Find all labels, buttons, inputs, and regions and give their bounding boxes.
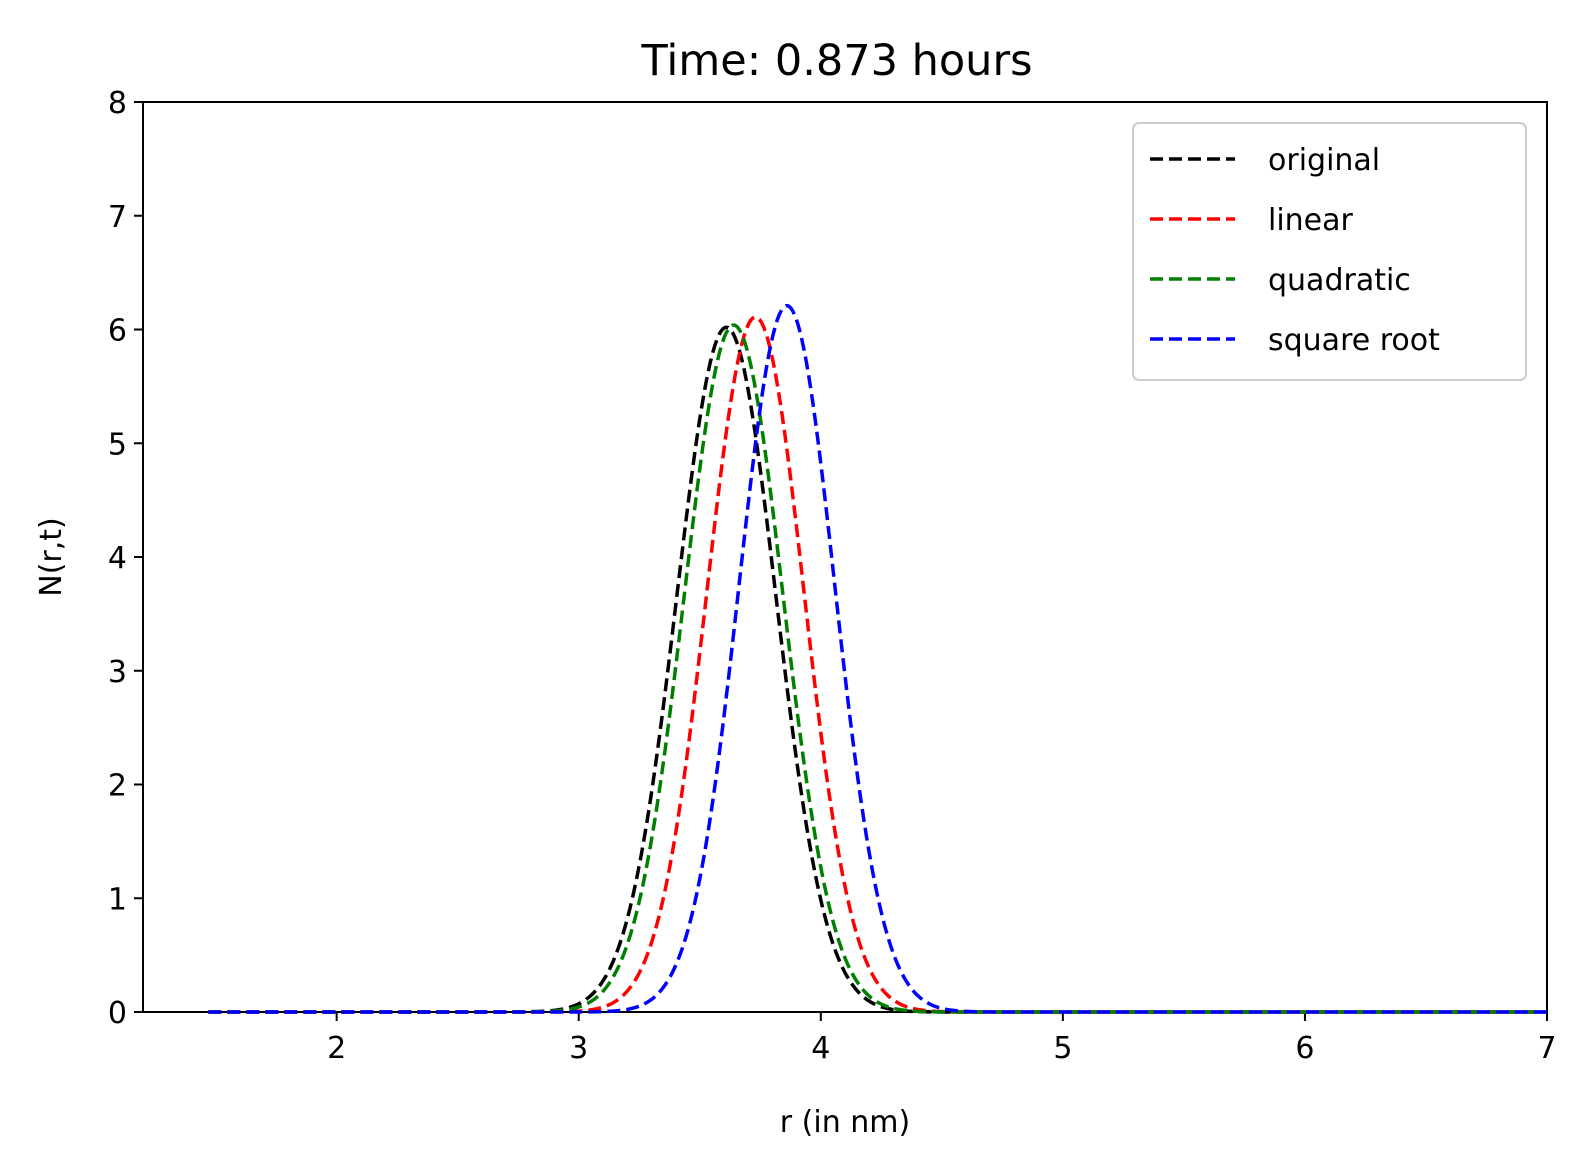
legend-label: square root xyxy=(1268,323,1440,358)
y-tick-label: 8 xyxy=(108,86,127,121)
x-ticks: 2 3 4 5 6 7 xyxy=(327,1012,1557,1066)
series-line-original xyxy=(208,325,1547,1014)
legend-box xyxy=(1132,122,1527,381)
y-tick-label: 3 xyxy=(108,655,127,690)
series-line-square-root xyxy=(208,303,1547,1014)
y-axis-label: N(r,t) xyxy=(34,517,69,596)
x-tick-label: 7 xyxy=(1537,1031,1556,1066)
series-lines xyxy=(208,303,1547,1014)
series-line-quadratic xyxy=(208,323,1547,1014)
x-tick-label: 6 xyxy=(1295,1031,1314,1066)
y-tick-label: 6 xyxy=(108,314,127,349)
legend: original linear quadratic square root xyxy=(1132,122,1527,381)
x-tick-label: 2 xyxy=(327,1031,346,1066)
y-ticks: 0 1 2 3 4 5 6 7 8 xyxy=(108,86,143,1031)
y-tick-label: 4 xyxy=(108,541,127,576)
series-line-linear xyxy=(208,315,1547,1014)
x-tick-label: 4 xyxy=(811,1031,830,1066)
chart-title: Time: 0.873 hours xyxy=(640,36,1032,86)
x-tick-label: 5 xyxy=(1053,1031,1072,1066)
legend-label: original xyxy=(1268,143,1380,178)
y-tick-label: 5 xyxy=(108,427,127,462)
y-tick-label: 1 xyxy=(108,882,127,917)
legend-label: quadratic xyxy=(1268,263,1411,298)
y-tick-label: 2 xyxy=(108,769,127,804)
legend-label: linear xyxy=(1268,203,1354,238)
x-axis-label: r (in nm) xyxy=(780,1105,910,1140)
y-tick-label: 7 xyxy=(108,200,127,235)
y-tick-label: 0 xyxy=(108,996,127,1031)
x-tick-label: 3 xyxy=(569,1031,588,1066)
